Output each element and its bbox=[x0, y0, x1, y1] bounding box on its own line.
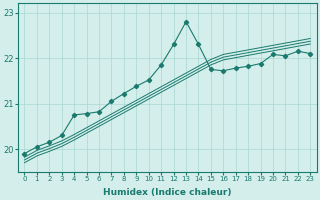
X-axis label: Humidex (Indice chaleur): Humidex (Indice chaleur) bbox=[103, 188, 232, 197]
